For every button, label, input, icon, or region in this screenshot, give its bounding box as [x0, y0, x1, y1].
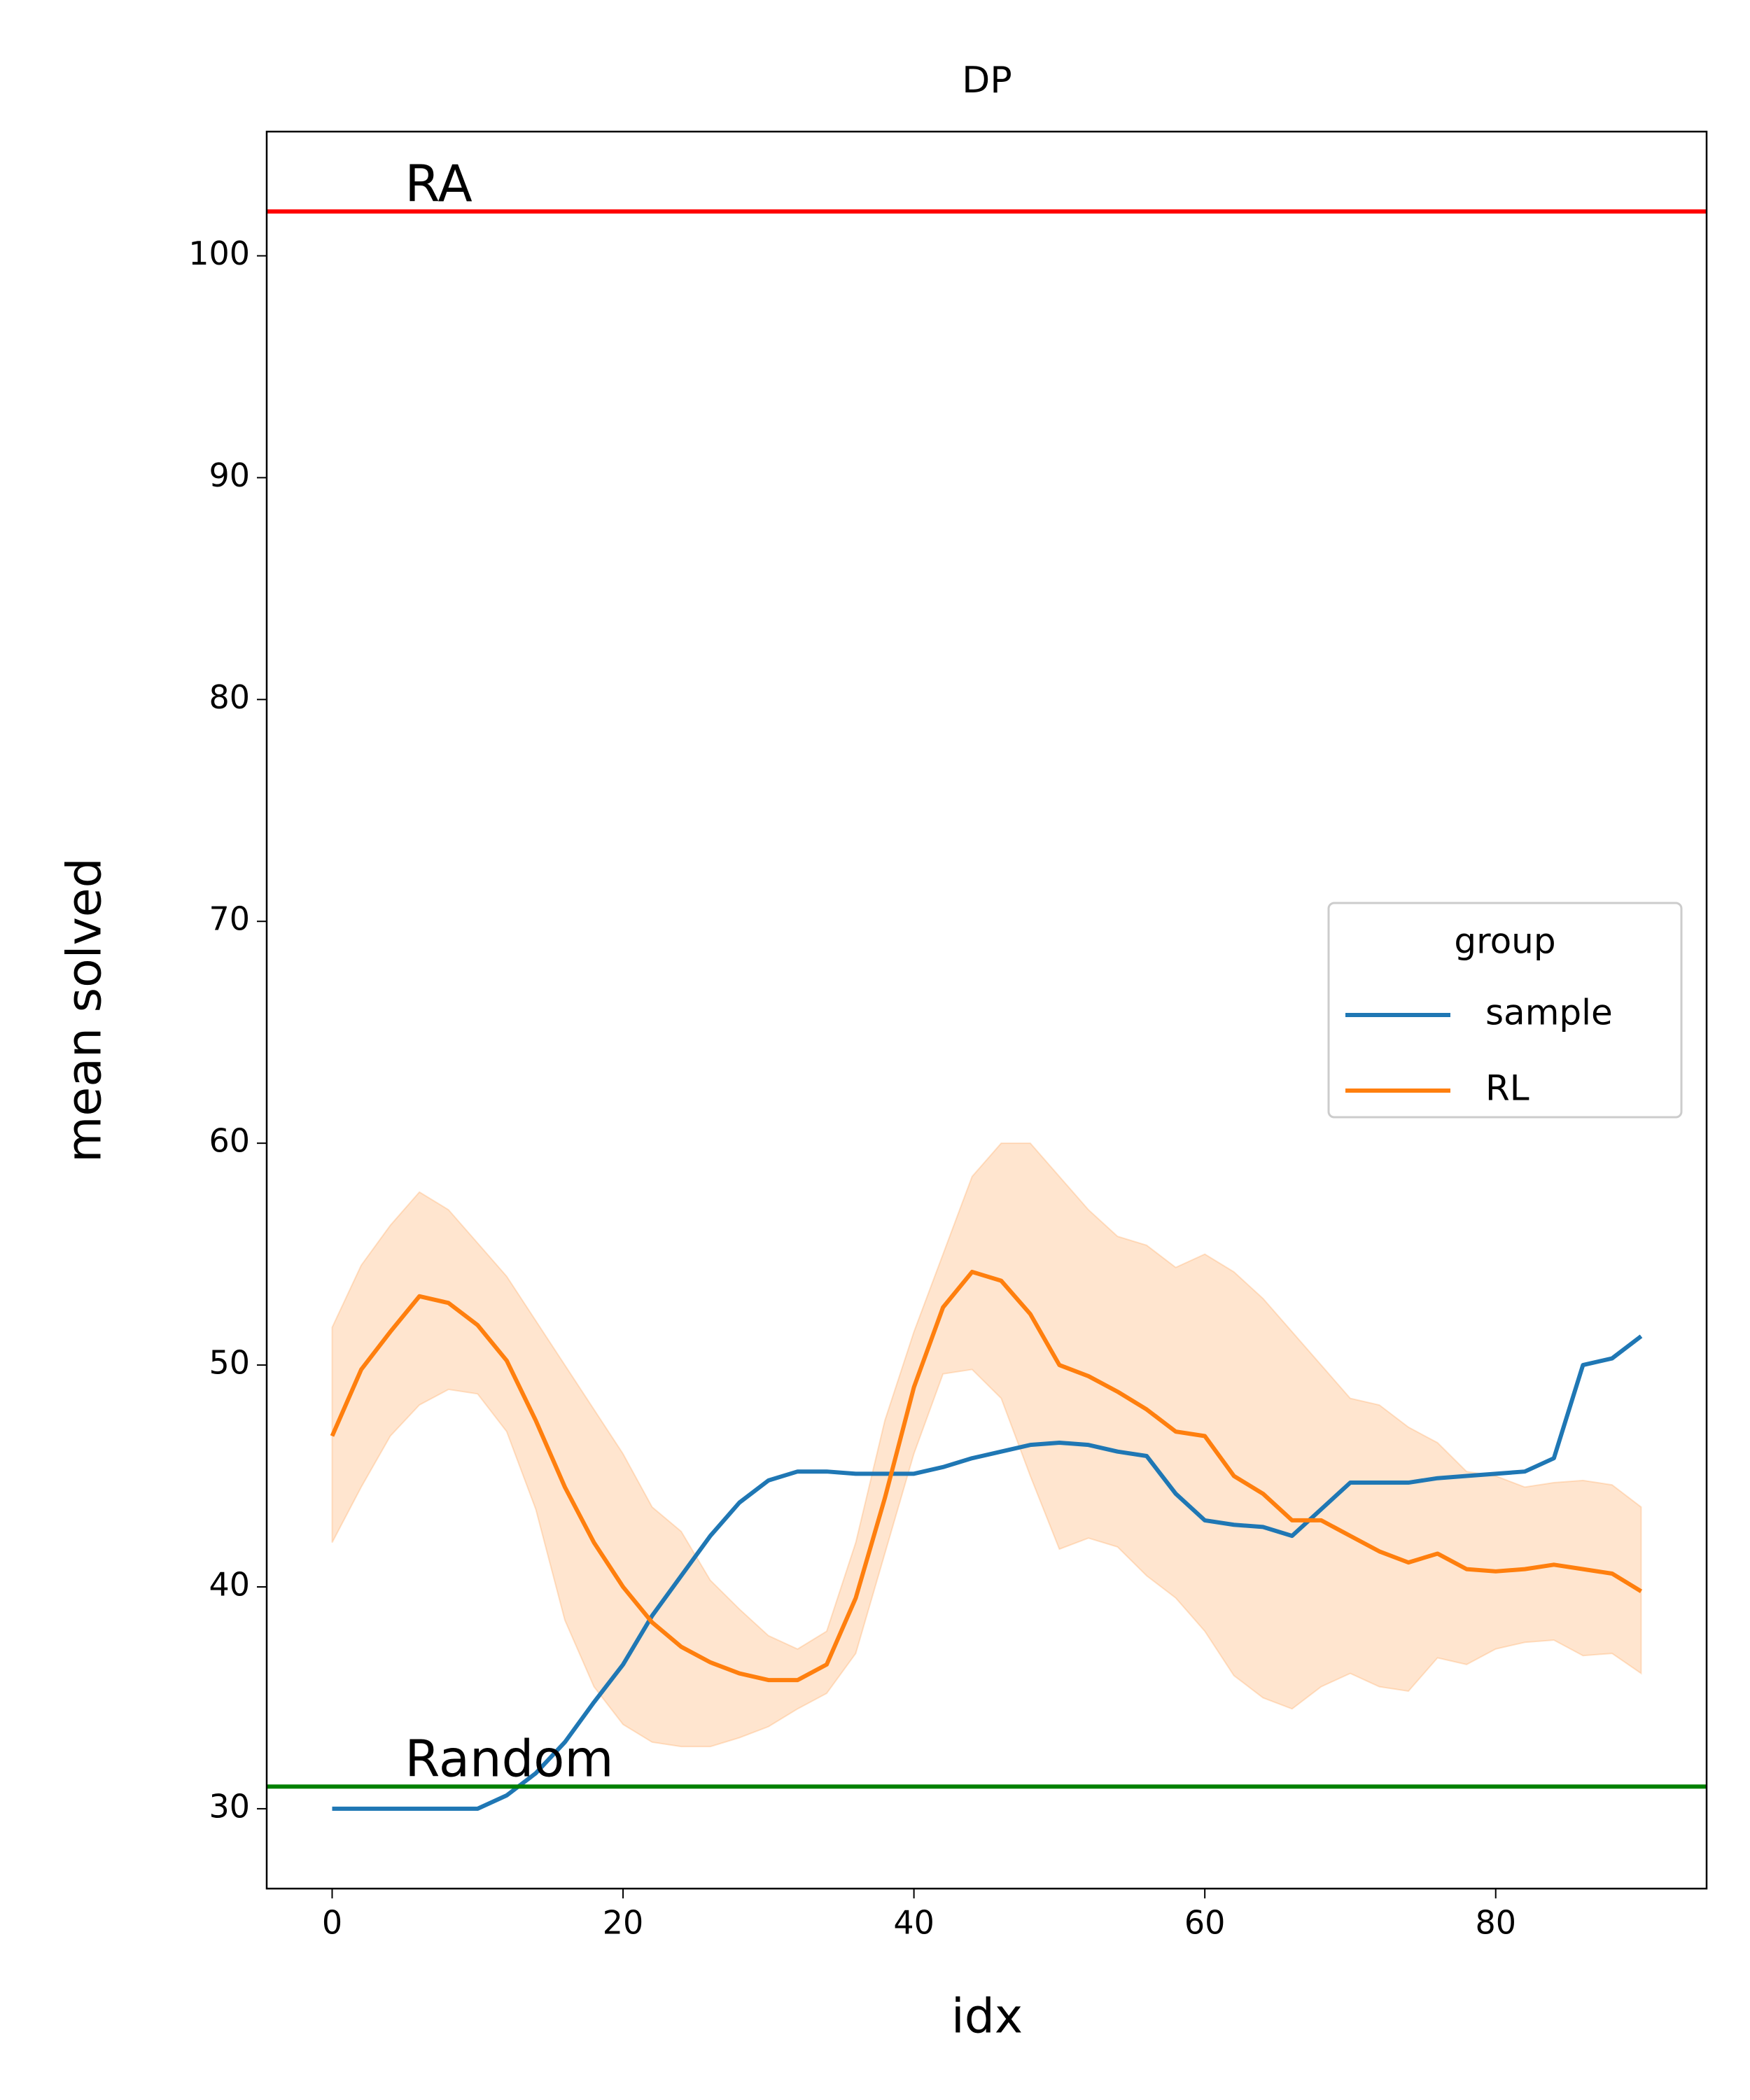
y-tick-label: 70 [209, 900, 250, 938]
x-tick-label: 60 [1184, 1904, 1226, 1942]
confidence-band [331, 1142, 1642, 1748]
y-tick-label: 60 [209, 1122, 250, 1160]
y-tick-label: 40 [209, 1565, 250, 1603]
x-tick-label: 80 [1475, 1904, 1516, 1942]
line [332, 1334, 1643, 1811]
line [330, 1269, 1643, 1683]
y-axis-label: mean solved [57, 858, 113, 1163]
chart-title: DP [962, 59, 1011, 102]
plot-frame [265, 130, 1708, 1890]
y-tick-label: 80 [209, 678, 250, 716]
reference-label: Random [405, 1730, 613, 1788]
y-tick-label: 30 [209, 1787, 250, 1825]
y-tick-label: 90 [209, 456, 250, 494]
y-tick-label: 100 [188, 234, 250, 272]
legend-box [1327, 902, 1683, 1119]
reference-label: RA [405, 155, 472, 214]
x-axis-label: idx [951, 1989, 1023, 2045]
legend-label: sample [1485, 993, 1613, 1033]
y-tick-label: 50 [209, 1344, 250, 1382]
x-tick-label: 40 [893, 1904, 934, 1942]
x-tick-label: 20 [603, 1904, 644, 1942]
legend-label: RL [1485, 1068, 1530, 1109]
plot-area [330, 1142, 1643, 1811]
x-tick-label: 0 [322, 1904, 342, 1942]
legend-title: group [1454, 921, 1555, 962]
